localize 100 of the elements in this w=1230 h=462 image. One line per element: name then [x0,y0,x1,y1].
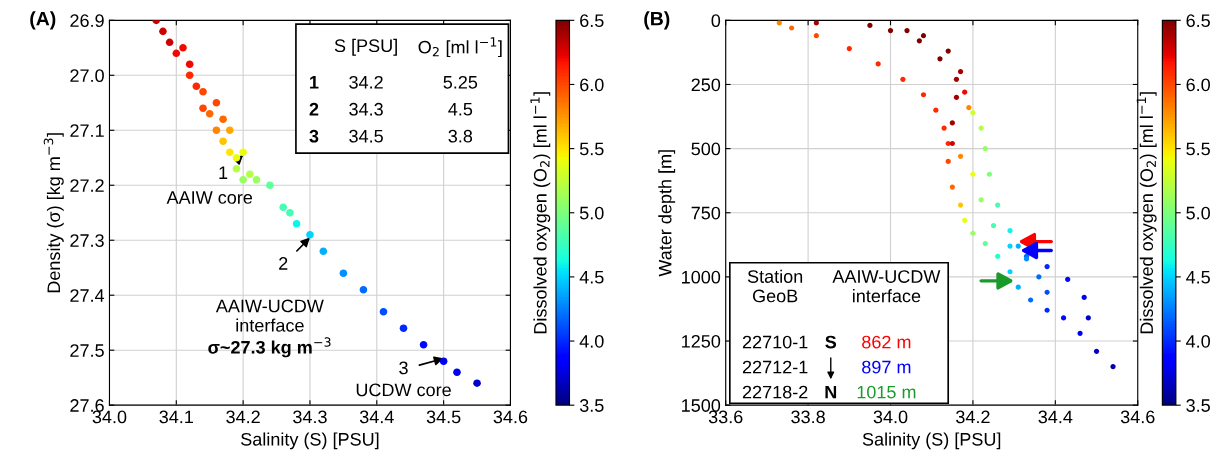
annotation: 2 [309,102,319,116]
annotation: AAIW-UCDW interface [832,270,941,303]
annotation: 897 m [862,360,911,374]
point [949,120,955,126]
point [978,125,984,131]
point [990,222,997,229]
color-bar-label: 5.5 [1186,142,1210,156]
annotation: 34.3 [349,102,383,116]
point [1015,243,1021,249]
point [937,56,943,62]
annotation: O$_{2}$ [ml l$^{−1}$] [418,37,502,58]
annotation: 4.5 [448,103,473,116]
point [941,125,947,131]
y-tick-label: 27.2 [70,179,104,192]
y-tick-label: 27.5 [70,344,104,357]
y-axis-title: Water depth [m] [658,150,676,277]
annotation: 862 m [862,335,911,349]
point [957,202,964,208]
point [419,340,428,349]
point [359,285,368,294]
point [199,104,207,113]
point [1036,274,1042,280]
y-tick-label: 750 [691,206,721,220]
annotation: 5.25 [443,75,478,89]
point [185,60,194,69]
color-bar-label: 6.0 [1186,78,1210,92]
point [239,148,247,157]
annotation: 3 [399,361,408,375]
point [957,153,964,159]
point [192,82,201,91]
point [957,69,964,75]
point [1015,284,1021,290]
point [887,27,894,34]
color-bar-label: 4.5 [579,271,604,284]
point [219,115,227,124]
annotation: 34.2 [349,75,383,89]
point [185,71,194,80]
point [439,357,448,365]
color-bar-title: Dissolved oxygen (O$_{2}$) [ml l$^{−1}$] [1136,92,1157,334]
x-tick-label: 34.4 [359,410,394,424]
point [232,164,241,173]
point [789,25,795,31]
point [212,126,221,135]
annotation: 1 [310,76,319,89]
y-axis-title: Density (σ) [kg m$^{−3}$] [43,133,64,293]
x-tick-label: 34.6 [493,410,528,424]
point [846,45,852,52]
point [1007,228,1013,234]
color-bar-label: 6.5 [580,14,604,28]
annotation: 3.8 [448,129,473,143]
point [1110,364,1116,370]
x-tick-label: 34.0 [873,410,908,424]
point [970,110,976,116]
point [904,27,910,34]
point [982,240,988,247]
y-tick-label: 0 [711,14,721,28]
x-tick-label: 34.1 [159,410,193,424]
point [1065,276,1071,283]
x-tick-label: 33.8 [791,410,825,424]
point [1044,264,1050,270]
point [225,126,234,135]
point [995,202,1001,208]
point [286,208,294,217]
y-tick-label: 27.1 [70,124,104,137]
color-bar-label: 4.5 [1186,271,1210,284]
y-tick-label: 250 [691,78,721,92]
annotation: σ~27.3 kg m$^{−3}$ [208,337,331,358]
y-tick-label: 1000 [682,270,721,284]
annotation: 22718-2 [742,385,808,399]
annotation: 22712-1 [742,360,808,374]
x-axis-title: Salinity (S) [PSU] [241,432,379,450]
point [266,181,274,190]
point [953,76,960,82]
x-tick-label: 34.4 [1038,410,1073,424]
x-tick-label: 34.2 [956,410,990,424]
y-tick-label: 27.4 [70,289,105,302]
point [900,76,906,82]
point [920,33,927,39]
point [1077,330,1083,336]
point [199,88,207,96]
x-tick-label: 33.6 [708,410,743,424]
point [949,140,955,147]
point [1060,315,1067,321]
annotation: UCDW core [356,383,451,397]
annotation: S [PSU] [334,38,397,56]
point [1007,269,1013,275]
point [1044,307,1050,313]
color-bar-label: 3.5 [579,399,604,412]
color-bar-label: 6.0 [580,78,604,92]
point [165,38,174,47]
point [1044,289,1050,295]
point [1081,294,1087,301]
annotation: 1015 m [857,385,916,399]
x-tick-label: 34.0 [92,410,127,424]
point [212,98,221,107]
point [962,89,968,95]
color-bar-label: 5.0 [1186,206,1210,220]
color-bar-label: 5.0 [579,206,604,220]
point [953,94,960,100]
x-tick-label: 34.6 [1120,410,1155,424]
